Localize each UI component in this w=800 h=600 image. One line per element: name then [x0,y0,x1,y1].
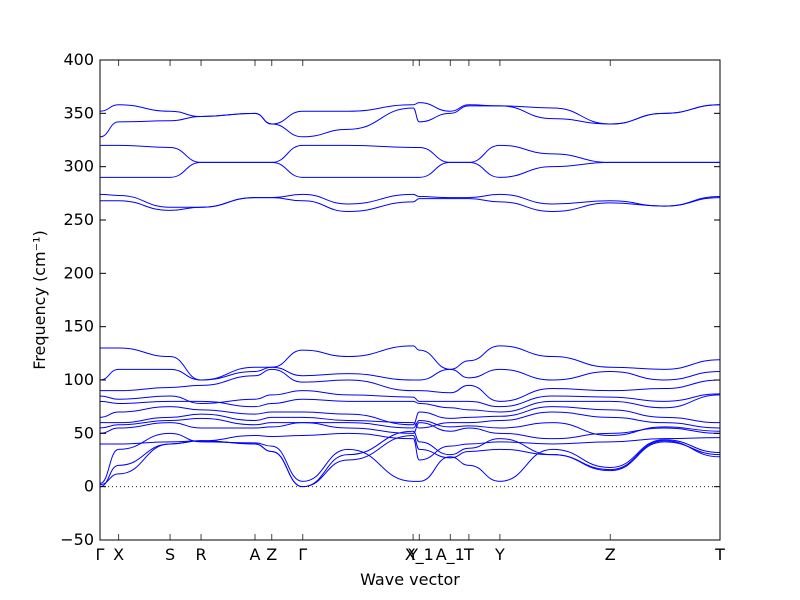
y-tick-label: 350 [63,103,94,122]
y-axis: −50 0 50 100 150 200 250 300 350 400 [60,50,720,549]
x-tick-label: Γ [298,545,307,564]
band-line-8 [99,406,721,426]
band-line-11 [99,368,721,402]
x-axis: Γ X S R A Z Γ YX_1 A_1 T Y Z T [96,60,725,565]
x-tick-label: A [250,545,261,564]
y-tick-label: 150 [63,317,94,336]
x-tick-label: A_1 [436,545,465,565]
x-tick-label: T [463,545,474,564]
x-tick-label: Y [407,545,418,564]
y-tick-label: 300 [63,157,94,176]
x-tick-label: Γ [96,545,105,564]
x-tick-label: S [165,545,175,564]
x-tick-label: Y [494,545,505,564]
x-tick-label: X [113,545,124,564]
y-tick-label: 200 [63,263,94,282]
band-line-5 [99,422,721,440]
band-line-19 [99,102,721,125]
x-tick-label: T [714,545,725,564]
plot-frame [99,59,721,541]
y-tick-label: 0 [84,477,94,496]
y-tick-label: 250 [63,210,94,229]
x-axis-label: Wave vector [360,570,460,589]
band-line-15 [99,193,721,208]
y-tick-label: 400 [63,50,94,69]
band-line-12 [99,366,721,381]
x-tick-label: Z [605,545,616,564]
band-line-9 [99,394,721,413]
y-axis-label: Frequency (cm⁻¹) [30,230,49,369]
x-tick-label: R [195,545,206,564]
x-tick-label: Z [266,545,277,564]
band-lines [99,102,721,488]
band-line-7 [99,411,721,429]
y-tick-label: 100 [63,370,94,389]
band-line-17 [99,144,720,163]
x-tick-label: X_1 [405,545,434,565]
y-tick-label: 50 [74,423,94,442]
band-line-10 [99,390,721,408]
band-line-16 [100,161,720,178]
band-line-6 [99,417,721,436]
band-line-4 [100,432,721,461]
band-line-13 [100,345,721,381]
y-tick-label: −50 [60,530,94,549]
band-line-18 [99,104,721,138]
